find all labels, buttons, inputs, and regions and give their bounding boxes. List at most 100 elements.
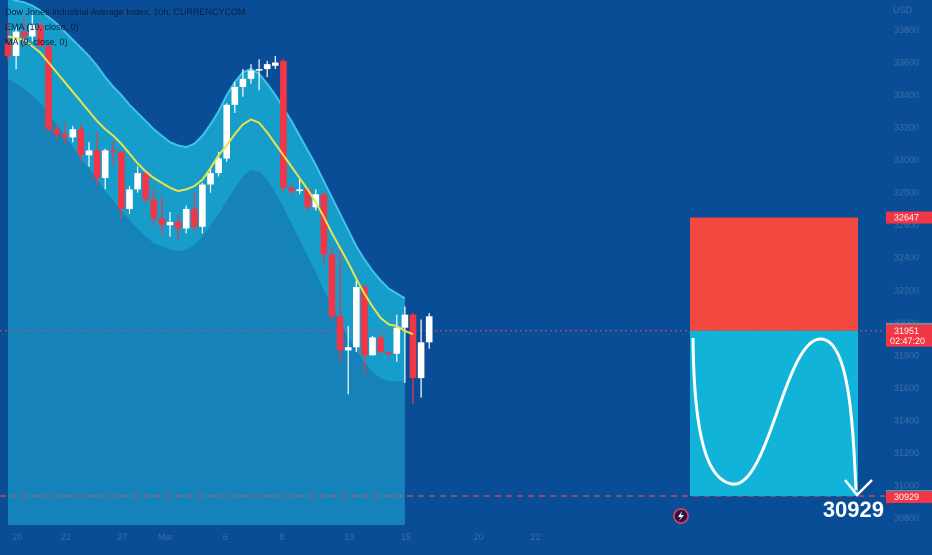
price-tick-label: 32800 bbox=[894, 188, 919, 198]
countdown-text: 02:47:20 bbox=[890, 336, 925, 346]
candle[interactable] bbox=[336, 247, 344, 362]
candle-body bbox=[110, 150, 117, 152]
candle[interactable] bbox=[53, 124, 60, 141]
candle[interactable] bbox=[409, 313, 417, 405]
stop-loss-zone[interactable] bbox=[690, 217, 858, 331]
time-tick-label: 13 bbox=[344, 532, 354, 542]
candle[interactable] bbox=[134, 166, 141, 193]
candle[interactable] bbox=[191, 192, 198, 232]
price-tick-label: 32200 bbox=[894, 285, 919, 295]
candle-body bbox=[199, 184, 206, 227]
candle-body bbox=[150, 199, 158, 219]
chart-icons[interactable] bbox=[673, 508, 689, 524]
candle-body bbox=[37, 25, 44, 47]
candle-body bbox=[166, 221, 174, 226]
candle-body bbox=[272, 62, 279, 66]
candle[interactable] bbox=[85, 142, 93, 167]
candle[interactable] bbox=[401, 306, 409, 383]
ema-indicator-label[interactable]: EMA (10, close, 0) bbox=[5, 22, 79, 32]
candle[interactable] bbox=[142, 169, 149, 205]
candle[interactable] bbox=[239, 69, 247, 97]
candle[interactable] bbox=[150, 187, 158, 226]
candle[interactable] bbox=[361, 283, 368, 375]
candle[interactable] bbox=[369, 335, 376, 356]
candle[interactable] bbox=[288, 184, 295, 196]
time-tick-label: 15 bbox=[401, 532, 411, 542]
candle[interactable] bbox=[110, 140, 117, 166]
candle[interactable] bbox=[118, 150, 125, 219]
candle[interactable] bbox=[101, 148, 109, 190]
projection-arrow bbox=[844, 479, 873, 497]
candle[interactable] bbox=[207, 166, 214, 193]
candle-body bbox=[93, 150, 101, 179]
candle[interactable] bbox=[296, 179, 303, 195]
candle[interactable] bbox=[199, 182, 206, 234]
lightning-icon[interactable] bbox=[673, 508, 689, 524]
candle[interactable] bbox=[353, 280, 360, 353]
candle[interactable] bbox=[93, 132, 101, 187]
candles-layer[interactable] bbox=[4, 13, 433, 405]
candle[interactable] bbox=[263, 60, 271, 78]
candle[interactable] bbox=[166, 212, 174, 237]
candle[interactable] bbox=[272, 56, 279, 70]
candle-body bbox=[174, 221, 182, 229]
candle-body bbox=[85, 150, 93, 156]
time-axis[interactable]: 20 22 27 Mar 6 8 13 15 20 22 bbox=[0, 525, 932, 550]
candle-body bbox=[409, 314, 417, 379]
price-tick-label: 31000 bbox=[894, 480, 919, 490]
candle[interactable] bbox=[280, 59, 287, 193]
candle[interactable] bbox=[158, 195, 166, 235]
candle[interactable] bbox=[231, 82, 239, 113]
candle[interactable] bbox=[174, 215, 182, 240]
position-tool[interactable] bbox=[690, 217, 873, 497]
candle[interactable] bbox=[385, 350, 392, 357]
candle[interactable] bbox=[69, 125, 77, 143]
price-marker[interactable]: 30929 bbox=[886, 491, 932, 503]
projection-curve bbox=[691, 337, 858, 491]
ema-line bbox=[7, 35, 414, 336]
ma-indicator-label[interactable]: MA (9, close, 0) bbox=[5, 37, 68, 47]
price-marker-bg bbox=[886, 211, 932, 224]
candle[interactable] bbox=[182, 205, 190, 234]
candle-body bbox=[377, 337, 384, 353]
candle[interactable] bbox=[61, 122, 68, 144]
candle[interactable] bbox=[37, 23, 44, 48]
candle[interactable] bbox=[4, 21, 12, 61]
candle[interactable] bbox=[12, 26, 20, 70]
candle[interactable] bbox=[77, 124, 85, 162]
candle[interactable] bbox=[223, 103, 230, 162]
candle[interactable] bbox=[393, 314, 401, 362]
candle-body bbox=[182, 208, 190, 229]
candle-body bbox=[4, 43, 12, 57]
candle[interactable] bbox=[425, 313, 433, 349]
candle[interactable] bbox=[417, 319, 425, 398]
candle[interactable] bbox=[320, 192, 328, 265]
candle[interactable] bbox=[377, 334, 384, 356]
candle[interactable] bbox=[255, 59, 263, 91]
candle[interactable] bbox=[328, 247, 336, 322]
candle[interactable] bbox=[45, 44, 52, 133]
price-tick-label: 33800 bbox=[894, 25, 919, 35]
candle[interactable] bbox=[344, 326, 352, 395]
candle-body bbox=[288, 187, 295, 192]
price-tick-label: 33400 bbox=[894, 90, 919, 100]
candle[interactable] bbox=[29, 13, 36, 42]
candle[interactable] bbox=[247, 64, 255, 84]
candle-body bbox=[12, 31, 20, 57]
price-marker[interactable]: 32647 bbox=[886, 211, 932, 224]
take-profit-zone[interactable] bbox=[690, 330, 858, 497]
target-price-big-label: 30929 bbox=[822, 497, 884, 522]
candle[interactable] bbox=[126, 186, 133, 214]
candle-body bbox=[231, 86, 239, 105]
time-axis-bg bbox=[0, 525, 932, 550]
candle-body bbox=[142, 173, 149, 200]
price-marker-text: 30929 bbox=[894, 492, 919, 502]
candle-body bbox=[401, 314, 409, 328]
candle[interactable] bbox=[20, 18, 28, 47]
symbol-title: Dow Jones Industrial Average Index, 10h,… bbox=[5, 7, 246, 17]
price-axis[interactable]: 33800 33600 33400 33200 33000 32800 32600 32400… bbox=[886, 5, 932, 523]
candle-body bbox=[118, 151, 125, 209]
